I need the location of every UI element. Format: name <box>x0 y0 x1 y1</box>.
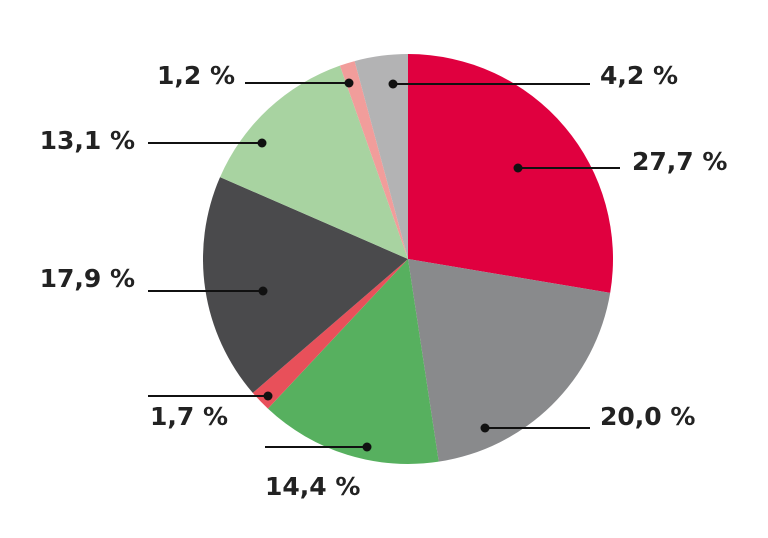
leader-dot <box>263 391 273 401</box>
leader-dot <box>344 78 354 88</box>
data-label: 1,2 % <box>157 61 235 90</box>
leader-dot <box>362 442 372 452</box>
pie-slice <box>220 65 408 259</box>
leader-dot <box>480 423 490 433</box>
data-label: 27,7 % <box>632 147 727 176</box>
pie-slice <box>408 54 613 293</box>
pie-slice <box>252 259 408 409</box>
data-label: 20,0 % <box>600 402 695 431</box>
data-label: 4,2 % <box>600 61 678 90</box>
data-label: 14,4 % <box>265 472 360 501</box>
pie-slice <box>339 61 408 259</box>
leader-dot <box>257 138 267 148</box>
pie-slice <box>267 259 439 464</box>
data-label: 17,9 % <box>40 264 135 293</box>
leader-dot <box>513 163 523 173</box>
pie-slice <box>202 177 408 393</box>
data-label: 1,7 % <box>150 402 228 431</box>
pie-slice <box>408 259 611 462</box>
leader-dot <box>388 79 398 89</box>
pie-slice <box>354 54 408 259</box>
leader-dot <box>258 286 268 296</box>
data-label: 13,1 % <box>40 126 135 155</box>
